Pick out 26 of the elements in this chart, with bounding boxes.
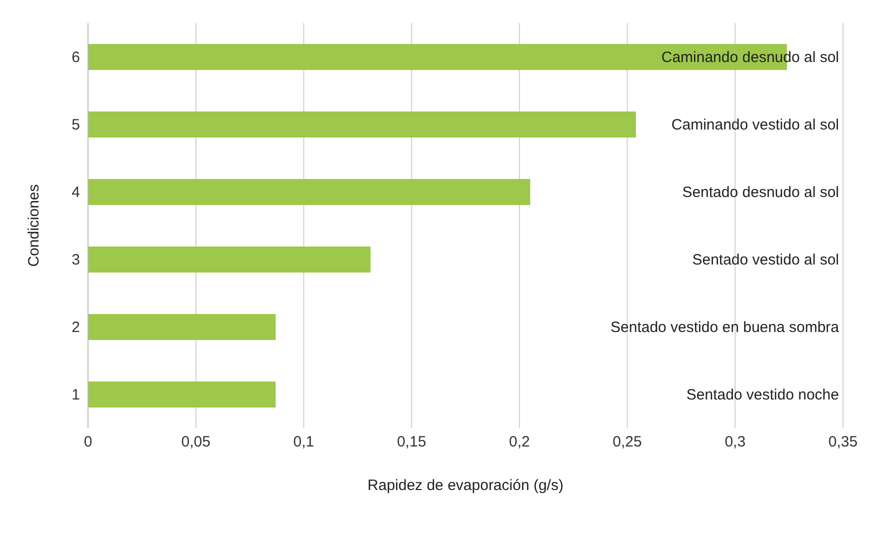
- y-tick-label: 3: [72, 252, 80, 269]
- x-tick-label: 0,3: [724, 434, 746, 451]
- annotation: Sentado vestido noche: [686, 386, 839, 404]
- bar: [88, 179, 530, 205]
- x-tick-label: 0,25: [612, 434, 642, 451]
- x-tick-label: 0,2: [509, 434, 530, 451]
- x-tick-label: 0,05: [181, 434, 210, 451]
- bar: [88, 112, 636, 138]
- x-tick-label: 0,15: [396, 434, 426, 451]
- y-tick-label: 1: [72, 386, 80, 404]
- x-tick-label: 0,1: [293, 434, 314, 451]
- y-tick-label: 2: [72, 319, 80, 336]
- y-axis-title: Condiciones: [25, 184, 42, 267]
- bar: [88, 382, 276, 408]
- x-axis-title: Rapidez de evaporación (g/s): [368, 477, 564, 494]
- annotation: Sentado vestido en buena sombra: [610, 319, 840, 336]
- annotation: Sentado desnudo al sol: [682, 184, 839, 201]
- y-tick-label: 6: [72, 49, 80, 66]
- y-tick-label: 5: [72, 116, 80, 134]
- x-tick-label: 0,35: [828, 434, 858, 451]
- bar: [88, 246, 371, 272]
- y-tick-label: 4: [72, 184, 80, 202]
- bar: [88, 314, 276, 340]
- x-tick-label: 0: [84, 434, 92, 451]
- annotation: Caminando vestido al sol: [671, 116, 839, 134]
- annotation: Sentado vestido al sol: [692, 252, 839, 268]
